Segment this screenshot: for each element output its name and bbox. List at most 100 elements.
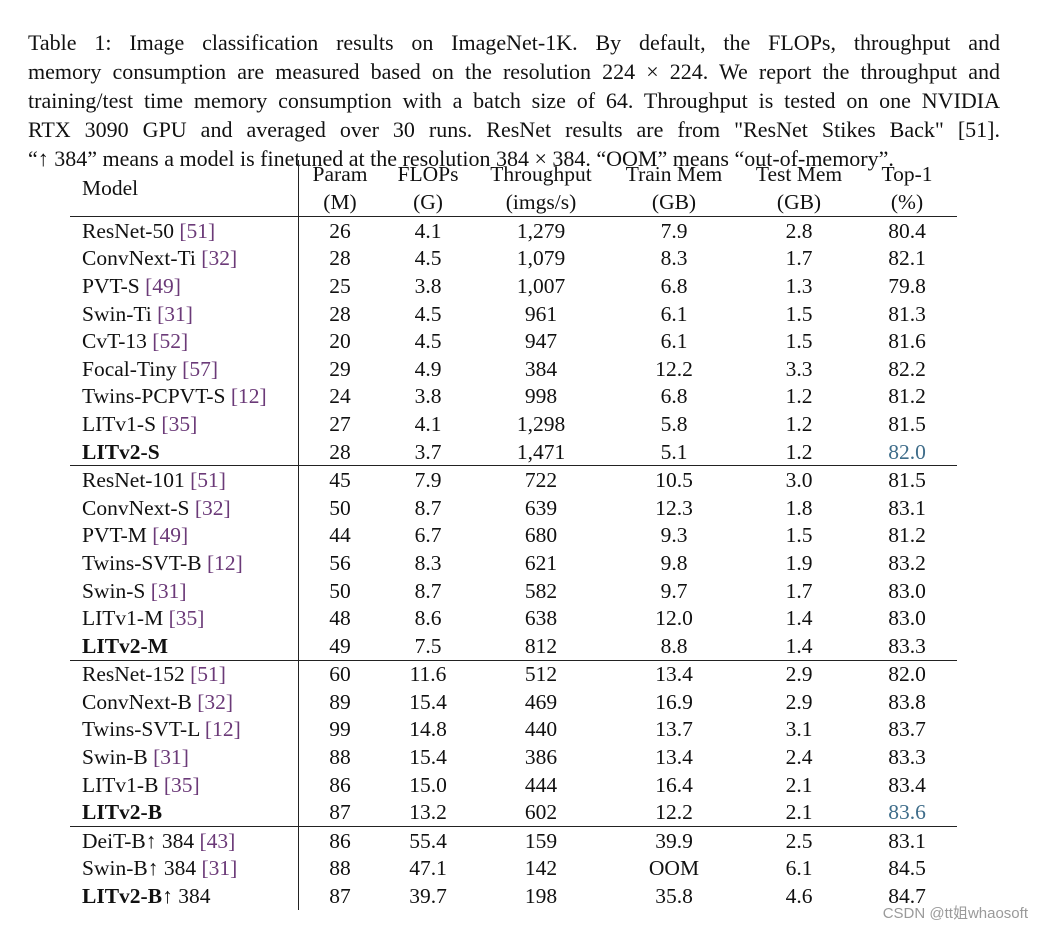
flops-cell: 4.1	[414, 411, 442, 436]
citation-link[interactable]: [31]	[157, 301, 193, 326]
flops-cell: 4.1	[381, 215, 475, 245]
citation-link[interactable]: [31]	[201, 856, 238, 881]
citation-link[interactable]: [52]	[152, 329, 189, 354]
test-mem-cell: 2.9	[785, 689, 813, 714]
model-name-cell: LITv2-B↑ 384	[70, 882, 299, 910]
throughput-cell: 1,007	[516, 273, 566, 298]
table-row: ConvNext-B [32] 89 15.4 469 16.9 2.9 83.8	[70, 688, 957, 716]
table-row: CvT-13 [52] 20 4.5 947 6.1 1.5 81.6	[70, 327, 957, 355]
citation-link[interactable]: [43]	[199, 828, 236, 853]
param-cell: 26	[298, 215, 381, 245]
top1-cell: 83.8	[888, 689, 926, 714]
citation-link[interactable]: [57]	[182, 356, 218, 381]
table-row: LITv2-S 28 3.7 1,471 5.1 1.2 82.0	[70, 437, 957, 466]
citation-link[interactable]: [49]	[145, 273, 181, 298]
model-name-cell: ConvNext-Ti [32]	[70, 244, 299, 273]
model-name: Swin-B	[82, 745, 154, 770]
flops-cell: 7.5	[414, 633, 442, 658]
flops-cell: 3.8	[414, 273, 442, 298]
results-table: Model Param FLOPs Throughput Train Mem T…	[70, 160, 957, 910]
train-mem-cell: 7.9	[607, 215, 741, 245]
citation-link[interactable]: [32]	[194, 495, 231, 520]
train-mem-cell: 16.9	[655, 689, 693, 714]
test-mem-cell: 3.3	[785, 356, 813, 381]
citation-link[interactable]: [51]	[190, 468, 226, 493]
throughput-cell: 469	[524, 689, 558, 714]
train-mem-cell: 8.8	[660, 633, 688, 658]
train-mem-cell: 8.3	[660, 246, 688, 271]
citation-link[interactable]: [31]	[150, 578, 187, 603]
test-mem-cell: 2.1	[785, 800, 813, 825]
caption-line: RTX 3090 GPU and averaged over 30 runs. …	[28, 117, 1000, 142]
flops-cell: 8.7	[414, 495, 442, 520]
test-mem-cell: 1.2	[785, 439, 813, 464]
model-name: ResNet-152	[82, 662, 191, 687]
model-name: LITv2-S	[82, 439, 160, 464]
table-row: Twins-SVT-L [12] 99 14.8 440 13.7 3.1 83.7	[70, 715, 957, 744]
test-mem-cell: 1.7	[785, 246, 813, 271]
citation-link[interactable]: [32]	[201, 246, 238, 271]
train-mem-cell: 5.8	[660, 411, 688, 436]
citation-link[interactable]: [12]	[206, 550, 243, 575]
model-name-cell: ResNet-50 [51]	[70, 215, 299, 245]
citation-link[interactable]: [51]	[179, 218, 216, 243]
test-mem-cell: 1.8	[785, 495, 813, 520]
citation-link[interactable]: [12]	[204, 717, 241, 742]
table-row: LITv2-M 49 7.5 812 8.8 1.4 83.3	[70, 631, 957, 660]
top1-cell: 82.0	[888, 439, 926, 464]
citation-link[interactable]: [32]	[197, 689, 234, 714]
top1-cell: 83.6	[888, 800, 926, 825]
flops-cell: 14.8	[409, 717, 447, 742]
throughput-cell: 512	[475, 659, 607, 689]
top1-cell: 83.2	[888, 550, 926, 575]
param-cell: 20	[329, 329, 351, 354]
top1-cell: 81.5	[888, 411, 926, 436]
model-name: LITv2-B	[82, 884, 163, 909]
table-body: ResNet-50 [51] 26 4.1 1,279 7.9 2.8 80.4 ConvNe…	[70, 215, 957, 910]
throughput-cell: 947	[524, 329, 558, 354]
flops-cell: 11.6	[381, 659, 475, 689]
top1-cell: 81.5	[857, 465, 957, 494]
test-mem-cell: 2.4	[785, 745, 813, 770]
throughput-cell: 1,279	[475, 215, 607, 245]
train-mem-cell: 9.3	[660, 523, 688, 548]
header-param: Param	[312, 162, 368, 186]
citation-link[interactable]: [12]	[230, 384, 267, 409]
param-cell: 27	[329, 411, 351, 436]
citation-link[interactable]: [35]	[163, 772, 200, 797]
model-name-cell: ConvNext-B [32]	[70, 688, 299, 716]
table-row: LITv2-B 87 13.2 602 12.2 2.1 83.6	[70, 798, 957, 827]
throughput-cell: 384	[524, 356, 558, 381]
train-mem-cell: 12.2	[655, 800, 693, 825]
param-cell: 25	[329, 273, 351, 298]
param-cell: 28	[329, 439, 351, 464]
citation-link[interactable]: [31]	[153, 745, 189, 770]
test-mem-cell: 2.5	[741, 826, 857, 855]
top1-cell: 84.5	[888, 856, 926, 881]
model-name-cell: Twins-SVT-L [12]	[70, 715, 299, 744]
citation-link[interactable]: [49]	[152, 523, 189, 548]
throughput-cell: 722	[475, 465, 607, 494]
header-top1-unit: (%)	[857, 188, 957, 217]
model-name-cell: ResNet-152 [51]	[70, 659, 299, 689]
model-name: PVT-M	[82, 523, 153, 548]
param-cell: 87	[329, 800, 351, 825]
throughput-cell: 582	[524, 578, 558, 603]
citation-link[interactable]: [35]	[168, 606, 205, 631]
flops-cell: 15.4	[409, 689, 447, 714]
model-name-cell: Swin-B↑ 384 [31]	[70, 854, 299, 883]
table-row: PVT-S [49] 25 3.8 1,007 6.8 1.3 79.8	[70, 272, 957, 300]
model-name: Twins-SVT-B	[82, 550, 207, 575]
citation-link[interactable]: [35]	[161, 411, 198, 436]
top1-cell: 82.1	[888, 246, 926, 271]
table-row: LITv2-B↑ 384 87 39.7 198 35.8 4.6 84.7	[70, 882, 957, 910]
top1-cell: 82.2	[888, 356, 926, 381]
param-cell: 48	[329, 606, 351, 631]
citation-link[interactable]: [51]	[190, 662, 226, 687]
header-train-mem: Train Mem	[625, 162, 723, 186]
model-name: LITv1-B	[82, 772, 164, 797]
throughput-cell: 812	[524, 633, 558, 658]
header-flops-unit: (G)	[381, 188, 475, 217]
param-cell: 44	[329, 523, 351, 548]
train-mem-cell: 5.1	[660, 439, 688, 464]
